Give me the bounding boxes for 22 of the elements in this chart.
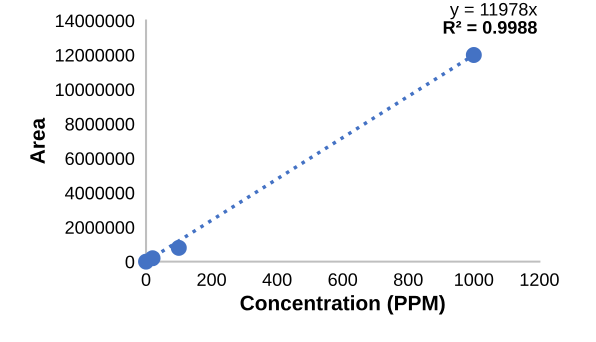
- point: [170, 240, 187, 256]
- y-tick-label: 14000000: [56, 14, 134, 28]
- x-tick-label: 600: [328, 273, 358, 286]
- x-tick-label: 1000: [455, 273, 494, 286]
- x-axis-title: Concentration (PPM): [240, 295, 445, 315]
- x-tick-label: 800: [394, 273, 423, 286]
- text: y = 11978x: [450, 2, 538, 20]
- y-tick-label: 12000000: [56, 48, 134, 62]
- y-tick-label: 8000000: [65, 118, 134, 131]
- y-tick-label: 2000000: [66, 221, 134, 234]
- y-tick-label: 10000000: [56, 83, 134, 96]
- point: [138, 254, 154, 270]
- y-tick-label: 6000000: [66, 152, 134, 166]
- y-axis-title: Area: [30, 118, 45, 164]
- x-tick-label: 200: [197, 273, 226, 286]
- y-tick-label: 4000000: [65, 186, 134, 200]
- y-tick-label: 0: [126, 256, 134, 268]
- point: [466, 46, 482, 63]
- annotation: R² = 0.9988: [444, 21, 537, 34]
- x-tick-label: 400: [262, 273, 292, 286]
- x-tick-label: 0: [142, 273, 150, 286]
- x-tick-label: 1200: [520, 273, 559, 286]
